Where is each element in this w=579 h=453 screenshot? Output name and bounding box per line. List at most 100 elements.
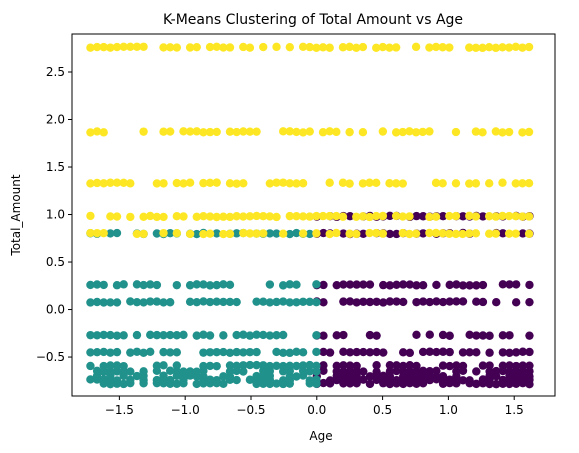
- data-point: [106, 298, 115, 307]
- data-point: [385, 281, 395, 290]
- data-point: [405, 229, 414, 239]
- data-point: [484, 43, 494, 52]
- data-point: [412, 330, 421, 339]
- data-point: [392, 297, 401, 306]
- y-tick-label: 2.5: [46, 65, 65, 79]
- data-point: [379, 280, 388, 290]
- data-point: [478, 297, 488, 307]
- data-point: [345, 297, 355, 306]
- data-point: [478, 375, 488, 384]
- data-point: [525, 347, 534, 357]
- data-point: [119, 331, 128, 340]
- data-point: [319, 378, 328, 388]
- data-point: [451, 127, 461, 137]
- data-point: [212, 229, 221, 238]
- data-point: [432, 280, 441, 290]
- data-point: [232, 179, 241, 188]
- data-point: [472, 367, 481, 376]
- data-point: [345, 42, 354, 52]
- data-point: [92, 347, 102, 357]
- data-point: [345, 127, 354, 137]
- data-point: [185, 229, 195, 239]
- data-point: [445, 375, 454, 384]
- data-point: [106, 212, 115, 221]
- data-point: [465, 43, 474, 52]
- data-point: [245, 347, 255, 357]
- data-point: [285, 280, 295, 289]
- x-tick-label: 0.5: [373, 403, 392, 417]
- data-point: [504, 127, 514, 137]
- data-point: [445, 43, 454, 52]
- data-point: [146, 330, 155, 340]
- data-point: [225, 361, 235, 370]
- data-point: [259, 297, 268, 306]
- data-point: [385, 297, 395, 306]
- data-point: [298, 212, 308, 221]
- data-point: [458, 297, 468, 306]
- data-point: [352, 298, 361, 307]
- data-point: [212, 212, 221, 222]
- data-point: [312, 211, 321, 221]
- data-point: [511, 42, 520, 52]
- data-point: [252, 297, 261, 306]
- data-point: [192, 127, 201, 136]
- data-point: [305, 297, 314, 307]
- data-point: [358, 42, 368, 52]
- data-point: [219, 297, 228, 307]
- data-point: [159, 212, 168, 222]
- data-point: [132, 330, 142, 340]
- data-point: [392, 361, 401, 370]
- data-point: [524, 179, 534, 188]
- data-point: [485, 361, 494, 370]
- data-point: [252, 211, 261, 221]
- data-point: [146, 297, 155, 306]
- data-point: [86, 330, 95, 340]
- data-point: [212, 42, 221, 52]
- data-point: [405, 361, 415, 370]
- data-point: [491, 127, 501, 136]
- data-point: [352, 212, 361, 221]
- data-point: [192, 42, 201, 52]
- data-point: [418, 229, 428, 238]
- data-point: [172, 229, 182, 238]
- data-point: [465, 229, 474, 238]
- data-point: [325, 127, 334, 136]
- data-point: [325, 211, 334, 221]
- data-point: [245, 229, 255, 238]
- data-point: [119, 361, 128, 371]
- data-point: [272, 297, 281, 307]
- x-tick-label: 0.0: [307, 403, 326, 417]
- data-point: [165, 366, 175, 375]
- data-point: [379, 298, 388, 307]
- data-point: [345, 361, 355, 370]
- data-point: [491, 43, 501, 53]
- data-point: [185, 127, 195, 136]
- data-point: [398, 361, 408, 371]
- data-point: [385, 179, 394, 188]
- data-point: [505, 361, 514, 370]
- data-point: [418, 212, 428, 221]
- y-tick-label: 2.0: [46, 113, 65, 127]
- data-point: [205, 42, 215, 52]
- data-point: [452, 367, 461, 376]
- data-point: [278, 361, 288, 371]
- y-tick-label: 1.0: [46, 208, 65, 222]
- data-point: [411, 42, 421, 52]
- data-point: [359, 375, 368, 384]
- data-point: [112, 376, 122, 385]
- data-point: [205, 297, 215, 307]
- data-point: [332, 211, 341, 221]
- data-point: [518, 347, 528, 356]
- data-point: [492, 366, 501, 376]
- data-point: [205, 212, 215, 221]
- data-point: [126, 42, 135, 52]
- data-point: [319, 228, 328, 238]
- data-point: [92, 280, 102, 289]
- data-point: [498, 331, 508, 340]
- data-point: [199, 212, 208, 221]
- data-point: [339, 330, 348, 340]
- data-point: [478, 128, 487, 137]
- data-point: [298, 128, 308, 137]
- data-point: [199, 348, 208, 357]
